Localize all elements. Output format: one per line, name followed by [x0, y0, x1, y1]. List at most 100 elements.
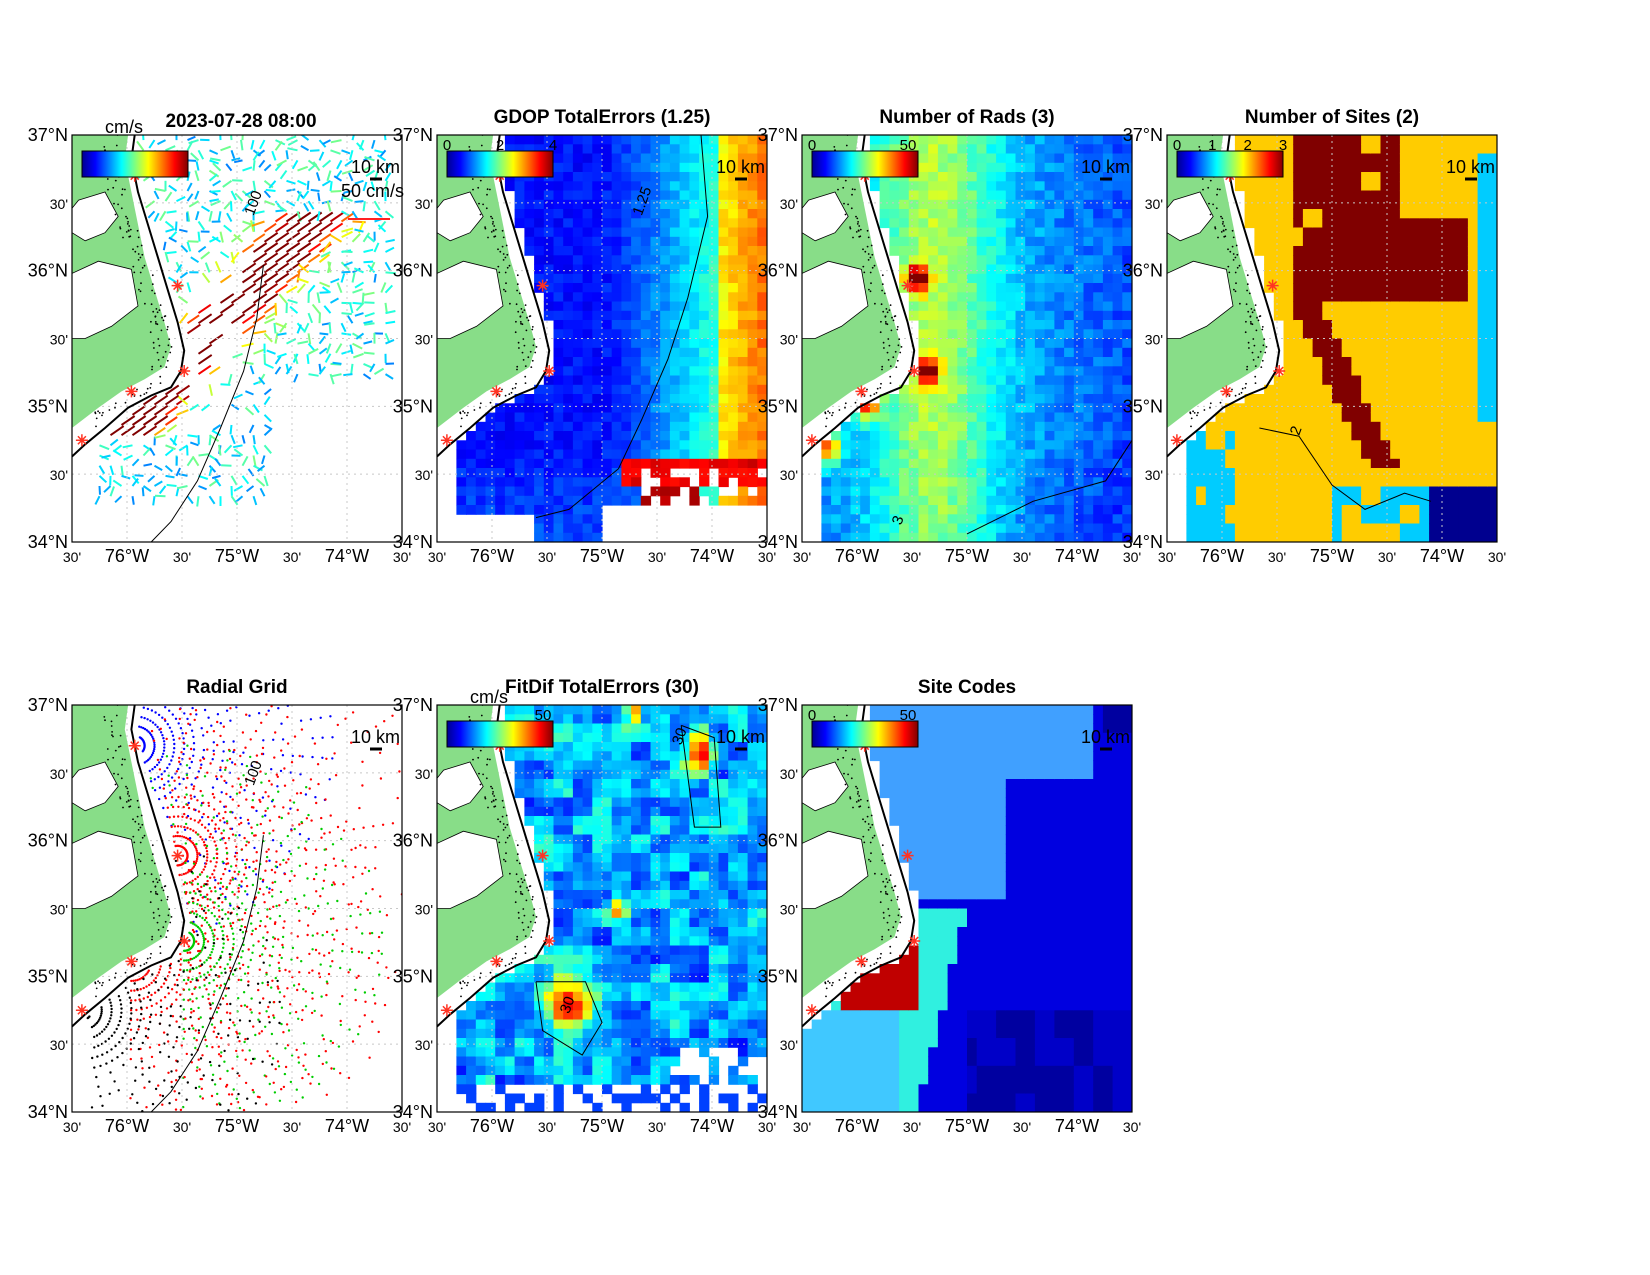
field-cell: [1312, 347, 1323, 358]
field-cell: [1293, 218, 1304, 229]
field-cell: [1399, 403, 1411, 414]
field-cell: [582, 209, 593, 219]
field-cell: [1302, 283, 1314, 293]
field-cell: [918, 283, 929, 293]
current-vector: [153, 415, 169, 426]
field-cell: [1034, 310, 1046, 321]
field-cell: [918, 153, 929, 164]
current-vector: [204, 262, 211, 273]
current-vector: [241, 272, 257, 284]
field-cell: [553, 357, 564, 367]
field-cell: [1341, 301, 1352, 312]
field-cell: [908, 514, 920, 525]
field-cell: [553, 301, 564, 312]
field-cell: [1054, 375, 1065, 386]
field-cell: [1390, 486, 1401, 497]
current-vector: [373, 200, 381, 211]
field-cell: [1380, 320, 1391, 330]
field-cell: [485, 468, 496, 478]
current-vector: [122, 444, 133, 449]
field-cell: [1380, 514, 1391, 525]
field-cell: [1102, 347, 1114, 358]
current-vector: [287, 139, 298, 146]
current-vector: [136, 140, 145, 151]
current-vector: [222, 179, 233, 188]
field-cell: [976, 495, 987, 506]
field-cell: [1293, 283, 1304, 293]
field-cell: [1273, 190, 1285, 201]
field-cell: [1409, 403, 1420, 414]
field-cell: [1273, 486, 1285, 497]
shore-dot: [134, 250, 137, 253]
field-cell: [1370, 403, 1382, 414]
field-cell: [967, 431, 978, 441]
field-cell: [1458, 412, 1469, 423]
current-vector: [195, 161, 200, 171]
field-cell: [602, 375, 613, 386]
field-cell: [908, 218, 920, 229]
field-cell: [708, 199, 720, 210]
field-cell: [1073, 218, 1085, 229]
field-cell: [1487, 162, 1497, 173]
field-cell: [1064, 144, 1075, 155]
field-cell: [1399, 310, 1411, 321]
field-cell: [1073, 338, 1085, 349]
field-cell: [1102, 523, 1114, 534]
field-cell: [1015, 375, 1026, 386]
shore-dot: [1193, 412, 1196, 414]
field-cell: [996, 338, 1007, 349]
radial-grid-point: [319, 716, 322, 719]
field-cell: [1254, 514, 1265, 525]
shore-dot: [504, 394, 507, 397]
field-cell: [543, 514, 555, 525]
field-cell: [1429, 477, 1440, 488]
field-cell: [679, 477, 690, 488]
field-cell: [572, 236, 584, 247]
field-cell: [1458, 283, 1469, 293]
field-cell: [976, 190, 987, 201]
field-cell: [1351, 532, 1362, 542]
field-cell: [1361, 505, 1372, 515]
current-vector: [114, 495, 123, 504]
field-cell: [947, 468, 958, 478]
field-cell: [1054, 532, 1065, 542]
field-cell: [602, 384, 613, 395]
field-cell: [1083, 227, 1094, 238]
shore-dot: [1217, 236, 1219, 239]
field-cell: [1312, 283, 1323, 293]
radial-grid-point: [240, 763, 244, 766]
field-cell: [621, 199, 632, 210]
current-vector: [271, 150, 277, 161]
field-cell: [1112, 172, 1123, 182]
field-cell: [563, 514, 574, 525]
field-cell: [879, 449, 890, 460]
radial-grid-point: [166, 815, 169, 819]
field-cell: [1283, 209, 1294, 219]
field-cell: [1034, 320, 1046, 330]
field-cell: [1196, 431, 1207, 441]
field-cell: [747, 172, 758, 182]
field-cell: [669, 246, 681, 256]
field-cell: [986, 283, 997, 293]
field-cell: [1380, 227, 1391, 238]
field-cell: [1034, 458, 1046, 469]
shore-dot: [886, 323, 889, 326]
shore-dot: [531, 328, 534, 331]
field-cell: [1409, 199, 1420, 210]
field-cell: [592, 292, 603, 303]
radial-grid-point: [163, 746, 166, 749]
field-cell: [1283, 310, 1294, 321]
field-cell: [708, 310, 720, 321]
field-cell: [831, 477, 842, 488]
field-cell: [669, 394, 681, 404]
field-cell: [1122, 236, 1132, 247]
field-cell: [1122, 255, 1132, 266]
field-cell: [543, 227, 555, 238]
field-cell: [1025, 366, 1036, 377]
field-cell: [699, 421, 710, 432]
field-cell: [1044, 329, 1055, 340]
current-vector: [285, 285, 298, 294]
field-cell: [1273, 421, 1285, 432]
field-cell: [1361, 384, 1372, 395]
